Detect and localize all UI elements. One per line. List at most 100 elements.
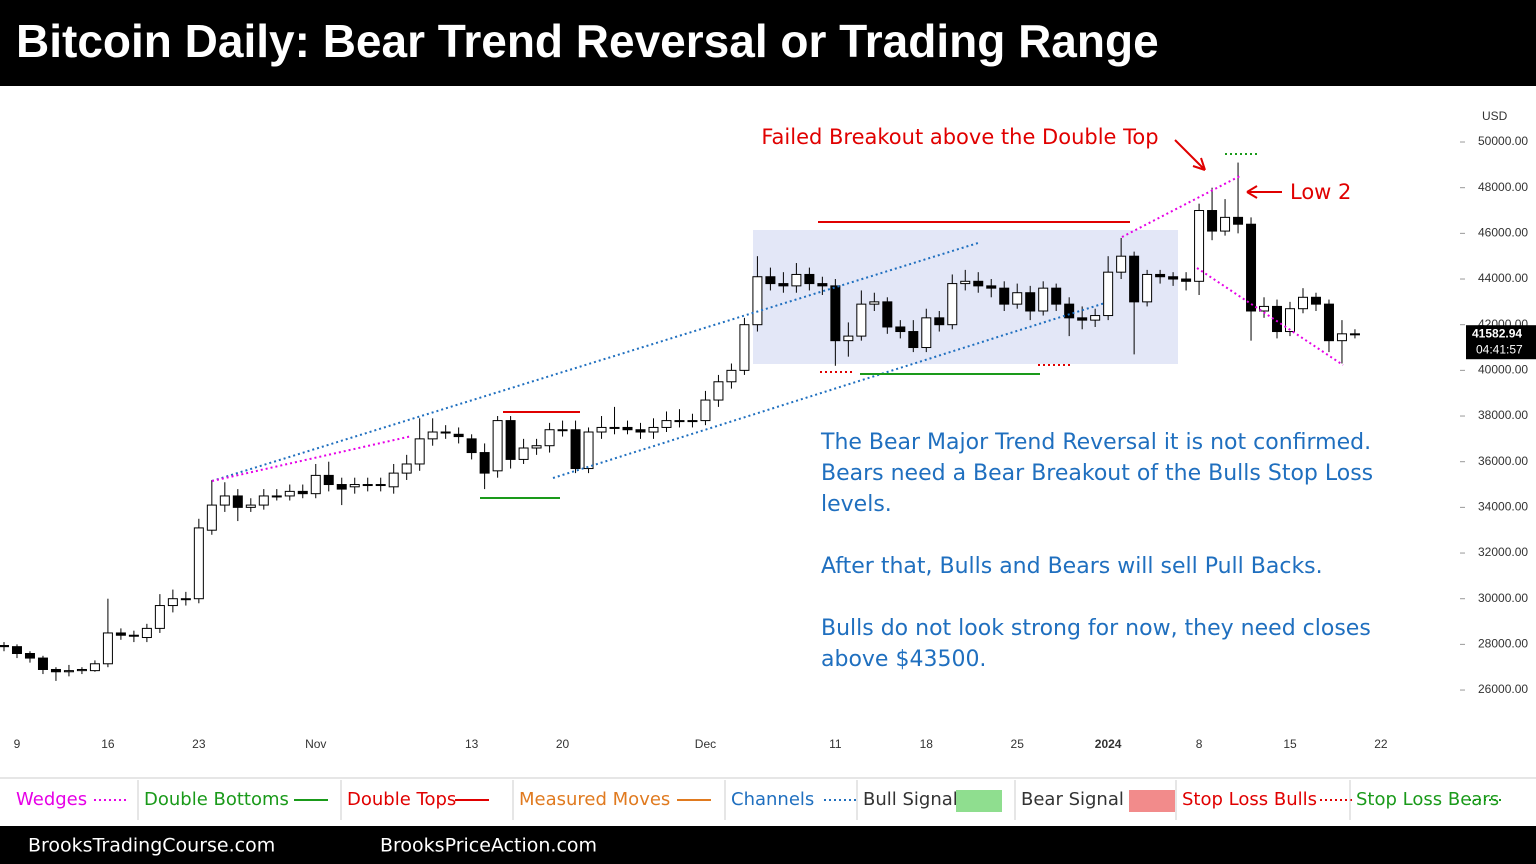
candle-body: [1181, 278, 1192, 282]
x-tick-label: 9: [14, 737, 21, 751]
y-tick-label: 32000.00: [1478, 545, 1528, 559]
y-tick-label: 40000.00: [1478, 363, 1528, 377]
wedge-line: [1196, 267, 1344, 366]
candle-body: [739, 324, 750, 371]
candle-body: [310, 474, 321, 495]
candle-body: [947, 283, 958, 326]
candle-body: [102, 632, 113, 665]
drawings: [753, 230, 1178, 364]
footer-bar: [0, 826, 1536, 864]
price-tag-label: 41582.94: [1472, 326, 1522, 340]
axes: 26000.00 28000.00 30000.00 32000.00 34000.00…: [14, 134, 1536, 751]
candle-body: [1116, 255, 1127, 273]
drawings: [211, 139, 1344, 499]
candle-body: [1323, 303, 1334, 342]
candle-body: [557, 429, 568, 432]
y-tick-label: 36000.00: [1478, 454, 1528, 468]
candle-body: [323, 474, 334, 486]
candle-body: [232, 495, 243, 508]
candle-body: [427, 431, 438, 440]
candle-body: [180, 598, 191, 601]
candle-body: [1155, 273, 1166, 278]
candle-body: [1285, 308, 1296, 333]
candle-body: [869, 301, 880, 305]
candle-body: [765, 276, 776, 285]
candle-body: [1103, 271, 1114, 317]
legend-label: Bull Signal: [863, 789, 958, 810]
candle-body: [193, 527, 204, 600]
legend: Wedges Double Bottoms Double Tops Measured …: [16, 780, 1503, 820]
candle-body: [726, 369, 737, 383]
candle-body: [1064, 303, 1075, 319]
candle-body: [921, 317, 932, 349]
channel-line: [552, 302, 1106, 479]
candle-body: [973, 280, 984, 287]
candle-body: [856, 303, 867, 337]
legend-label: Double Bottoms: [144, 789, 289, 810]
legend-label: Channels: [731, 789, 814, 810]
candle-body: [37, 657, 48, 670]
candle-body: [388, 472, 399, 488]
x-tick-label: 15: [1283, 737, 1297, 751]
candle-body: [284, 490, 295, 497]
candle-body: [778, 283, 789, 287]
candle-body: [544, 429, 555, 447]
arrow: [1174, 139, 1206, 171]
x-tick-label: 2024: [1095, 737, 1122, 751]
candle-body: [986, 285, 997, 289]
x-tick-label: 8: [1196, 737, 1203, 751]
candle-body: [1038, 287, 1049, 312]
y-tick-label: 38000.00: [1478, 408, 1528, 422]
candle-body: [11, 646, 22, 655]
countdown: 04:41:57: [1476, 342, 1523, 356]
wedge-line: [211, 435, 413, 482]
candle-body: [1336, 333, 1347, 342]
candle-body: [700, 399, 711, 422]
candle-body: [0, 645, 9, 648]
candle-body: [479, 452, 490, 474]
candle-body: [1259, 305, 1270, 312]
candle-body: [24, 653, 35, 659]
candle-body: [349, 484, 360, 488]
candle-body: [1129, 255, 1140, 303]
candle-body: [154, 605, 165, 629]
candle-body: [1310, 296, 1321, 305]
candle-body: [401, 463, 412, 474]
candle-body: [336, 484, 347, 490]
x-tick-label: 16: [101, 737, 115, 751]
candle-body: [1090, 315, 1101, 321]
x-tick-label: 22: [1374, 737, 1388, 751]
trading-range-box: [753, 230, 1178, 364]
candle-body: [895, 326, 906, 333]
candle-body: [453, 433, 464, 438]
footer-text: BrooksTradingCourse.com: [28, 835, 275, 857]
candle-body: [1233, 216, 1244, 225]
candle-body: [466, 438, 477, 454]
chart-title: Bitcoin Daily: Bear Trend Reversal or Tr…: [16, 15, 1159, 67]
x-tick-label: 13: [465, 737, 479, 751]
candle-body: [414, 438, 425, 465]
note-line: levels.: [821, 492, 892, 517]
note-line: above $43500.: [821, 647, 986, 672]
candle-body: [908, 331, 919, 349]
y-tick-label: 48000.00: [1478, 180, 1528, 194]
legend-label: Measured Moves: [519, 789, 670, 810]
legend-swatch: [956, 790, 1002, 812]
candle-body: [687, 420, 698, 423]
wedge-line: [1121, 175, 1241, 238]
candle-body: [1272, 305, 1283, 333]
candle-body: [648, 426, 659, 433]
candle-body: [63, 670, 74, 673]
candle-body: [258, 495, 269, 506]
candle-body: [882, 301, 893, 328]
candle-body: [674, 420, 685, 423]
arrow: [1246, 185, 1282, 199]
candle-body: [609, 426, 620, 429]
annotation: Low 2: [1290, 180, 1351, 204]
legend-label: Stop Loss Bears: [1356, 789, 1499, 810]
annotation: Failed Breakout above the Double Top: [761, 125, 1158, 149]
price-tag: [1466, 325, 1536, 360]
candle-body: [518, 447, 529, 460]
candle-body: [817, 283, 828, 287]
candle-body: [115, 632, 126, 636]
